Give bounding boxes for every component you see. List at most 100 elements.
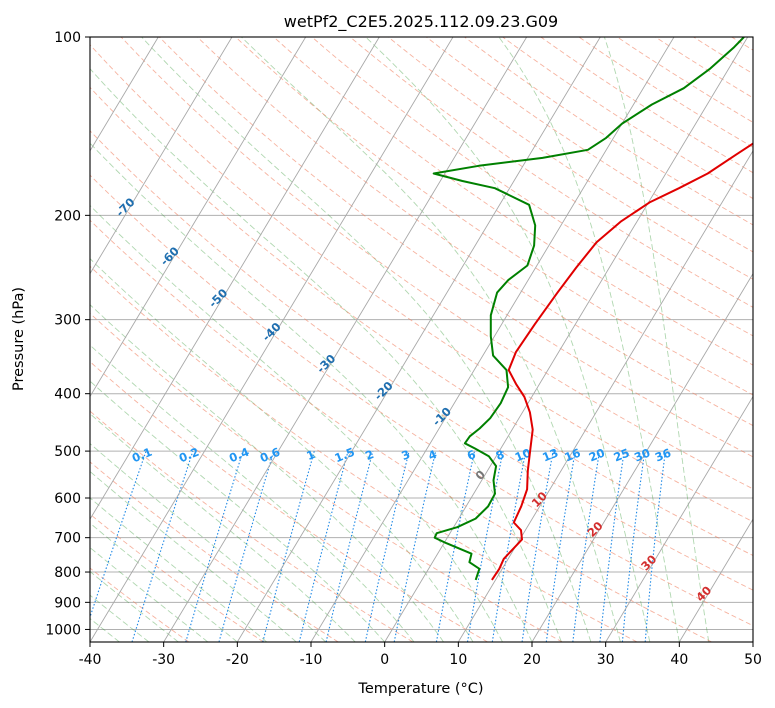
dry-adiabat-label: -20: [371, 379, 396, 404]
dry-adiabat: [235, 37, 753, 396]
pressure-gridlines: [90, 37, 753, 630]
dry-adiabat: [655, 37, 753, 99]
dry-adiabat-label: -30: [314, 351, 339, 376]
dry-adiabat-label: -60: [157, 244, 182, 269]
x-tick-label: 50: [744, 652, 762, 668]
dry-adiabat: [770, 37, 775, 642]
mixing-ratio-label: 0.4: [227, 445, 251, 466]
mixing-ratio-line: [393, 450, 437, 642]
moist-adiabat: [90, 443, 327, 642]
x-tick-label: 20: [523, 652, 541, 668]
dry-adiabat: [90, 44, 753, 523]
moist-adiabat: [90, 380, 386, 642]
mixing-ratio-line: [545, 451, 576, 642]
moist-adiabat-label: 0: [472, 467, 488, 483]
mixing-ratio-line: [364, 450, 410, 642]
mixing-ratio-label: 16: [562, 446, 582, 465]
moist-adiabat: [90, 68, 562, 642]
dry-adiabat-label: -10: [429, 404, 454, 429]
dry-adiabat: [90, 174, 753, 627]
isotherm: [310, 37, 675, 642]
mixing-ratio-label: 3: [399, 447, 412, 463]
mixing-ratio-label: 36: [653, 446, 673, 465]
mixing-ratio-label: 8: [494, 447, 507, 463]
isotherm: [457, 149, 753, 642]
x-tick-label: 0: [380, 652, 389, 668]
dry-adiabat: [540, 37, 753, 174]
moist-adiabat: [90, 204, 503, 642]
isotherm: [236, 37, 601, 642]
dry-adiabat: [578, 37, 753, 148]
mixing-ratio-label: 1.5: [332, 445, 356, 466]
dry-adiabat: [90, 410, 414, 642]
mixing-ratio-line: [218, 450, 275, 642]
dry-adiabat-label: -40: [259, 320, 284, 345]
mixing-ratio-label: 30: [632, 445, 652, 464]
x-axis-title: Temperature (°C): [357, 681, 483, 697]
moist-adiabat: [90, 497, 268, 642]
mixing-ratio-line: [644, 451, 666, 642]
isotherm: [90, 37, 159, 152]
dry-adiabat-label: -70: [113, 195, 138, 220]
mixing-ratio-label: 20: [587, 446, 607, 465]
dewpoint-profile-line: [432, 37, 745, 581]
y-tick-label: 800: [54, 565, 81, 581]
isotherm: [678, 518, 753, 642]
mixing-ratio-line: [298, 450, 349, 642]
isotherm: [90, 37, 233, 275]
mixing-ratio-line: [572, 451, 601, 642]
dry-adiabat: [349, 37, 753, 308]
dry-adiabat: [311, 37, 753, 337]
mixing-ratio-line: [599, 451, 625, 642]
moist-adiabat: [498, 37, 680, 642]
mixing-ratio-line: [262, 450, 315, 642]
dry-adiabat-label: -80: [68, 148, 93, 173]
dry-adiabat: [387, 37, 753, 280]
x-tick-label: 10: [449, 652, 467, 668]
y-tick-label: 200: [54, 208, 81, 224]
mixing-ratio-line: [491, 450, 527, 642]
isotherm: [531, 272, 753, 642]
mixing-ratio-line: [621, 451, 646, 642]
dry-adiabat: [90, 312, 563, 642]
x-tick-label: 40: [670, 652, 688, 668]
dry-adiabat: [90, 265, 638, 642]
moist-adiabat: [90, 547, 209, 642]
y-tick-label: 300: [54, 313, 81, 329]
y-tick-label: 500: [54, 444, 81, 460]
y-tick-label: 1000: [45, 622, 81, 638]
x-axis-ticks: -40 -30 -20 -10 0 10 20 30 40 50: [79, 642, 762, 668]
plot-area: 0.10.20.40.611.52346810131620253036-100-…: [0, 37, 775, 642]
mixing-ratio-lines: [90, 450, 666, 642]
dry-adiabat-label: -90: [24, 97, 49, 122]
isotherm: [90, 37, 454, 642]
dry-adiabat: [464, 37, 753, 226]
moist-adiabat: [90, 344, 415, 642]
x-tick-label: -30: [152, 652, 175, 668]
moist-adiabat-label: 40: [693, 583, 714, 604]
moist-adiabat: [241, 37, 621, 642]
mixing-ratio-label: 1: [304, 447, 317, 463]
dry-adiabat: [426, 37, 753, 253]
isotherm: [752, 641, 753, 642]
y-tick-label: 100: [54, 30, 81, 46]
mixing-ratio-line: [466, 450, 504, 642]
dry-adiabat: [90, 361, 488, 642]
moist-adiabat: [90, 413, 356, 642]
isotherms: [0, 37, 753, 642]
mixing-ratio-line: [131, 450, 194, 642]
moist-adiabats: [90, 37, 710, 642]
mixing-ratio-label: 4: [426, 447, 439, 463]
dry-adiabats: [90, 37, 775, 642]
moist-adiabat: [90, 570, 179, 642]
isotherm: [0, 37, 11, 642]
adiabat-labels: 0.10.20.40.611.52346810131620253036-100-…: [24, 97, 714, 605]
mixing-ratio-line: [521, 451, 554, 642]
mixing-ratio-label: 10: [513, 446, 533, 465]
isotherm: [163, 37, 528, 642]
mixing-ratio-label: 13: [540, 446, 560, 465]
mixing-ratio-label: 0.6: [258, 445, 282, 466]
plot-frame: [89, 36, 754, 643]
moist-adiabat: [90, 470, 297, 642]
x-tick-label: -10: [300, 652, 323, 668]
